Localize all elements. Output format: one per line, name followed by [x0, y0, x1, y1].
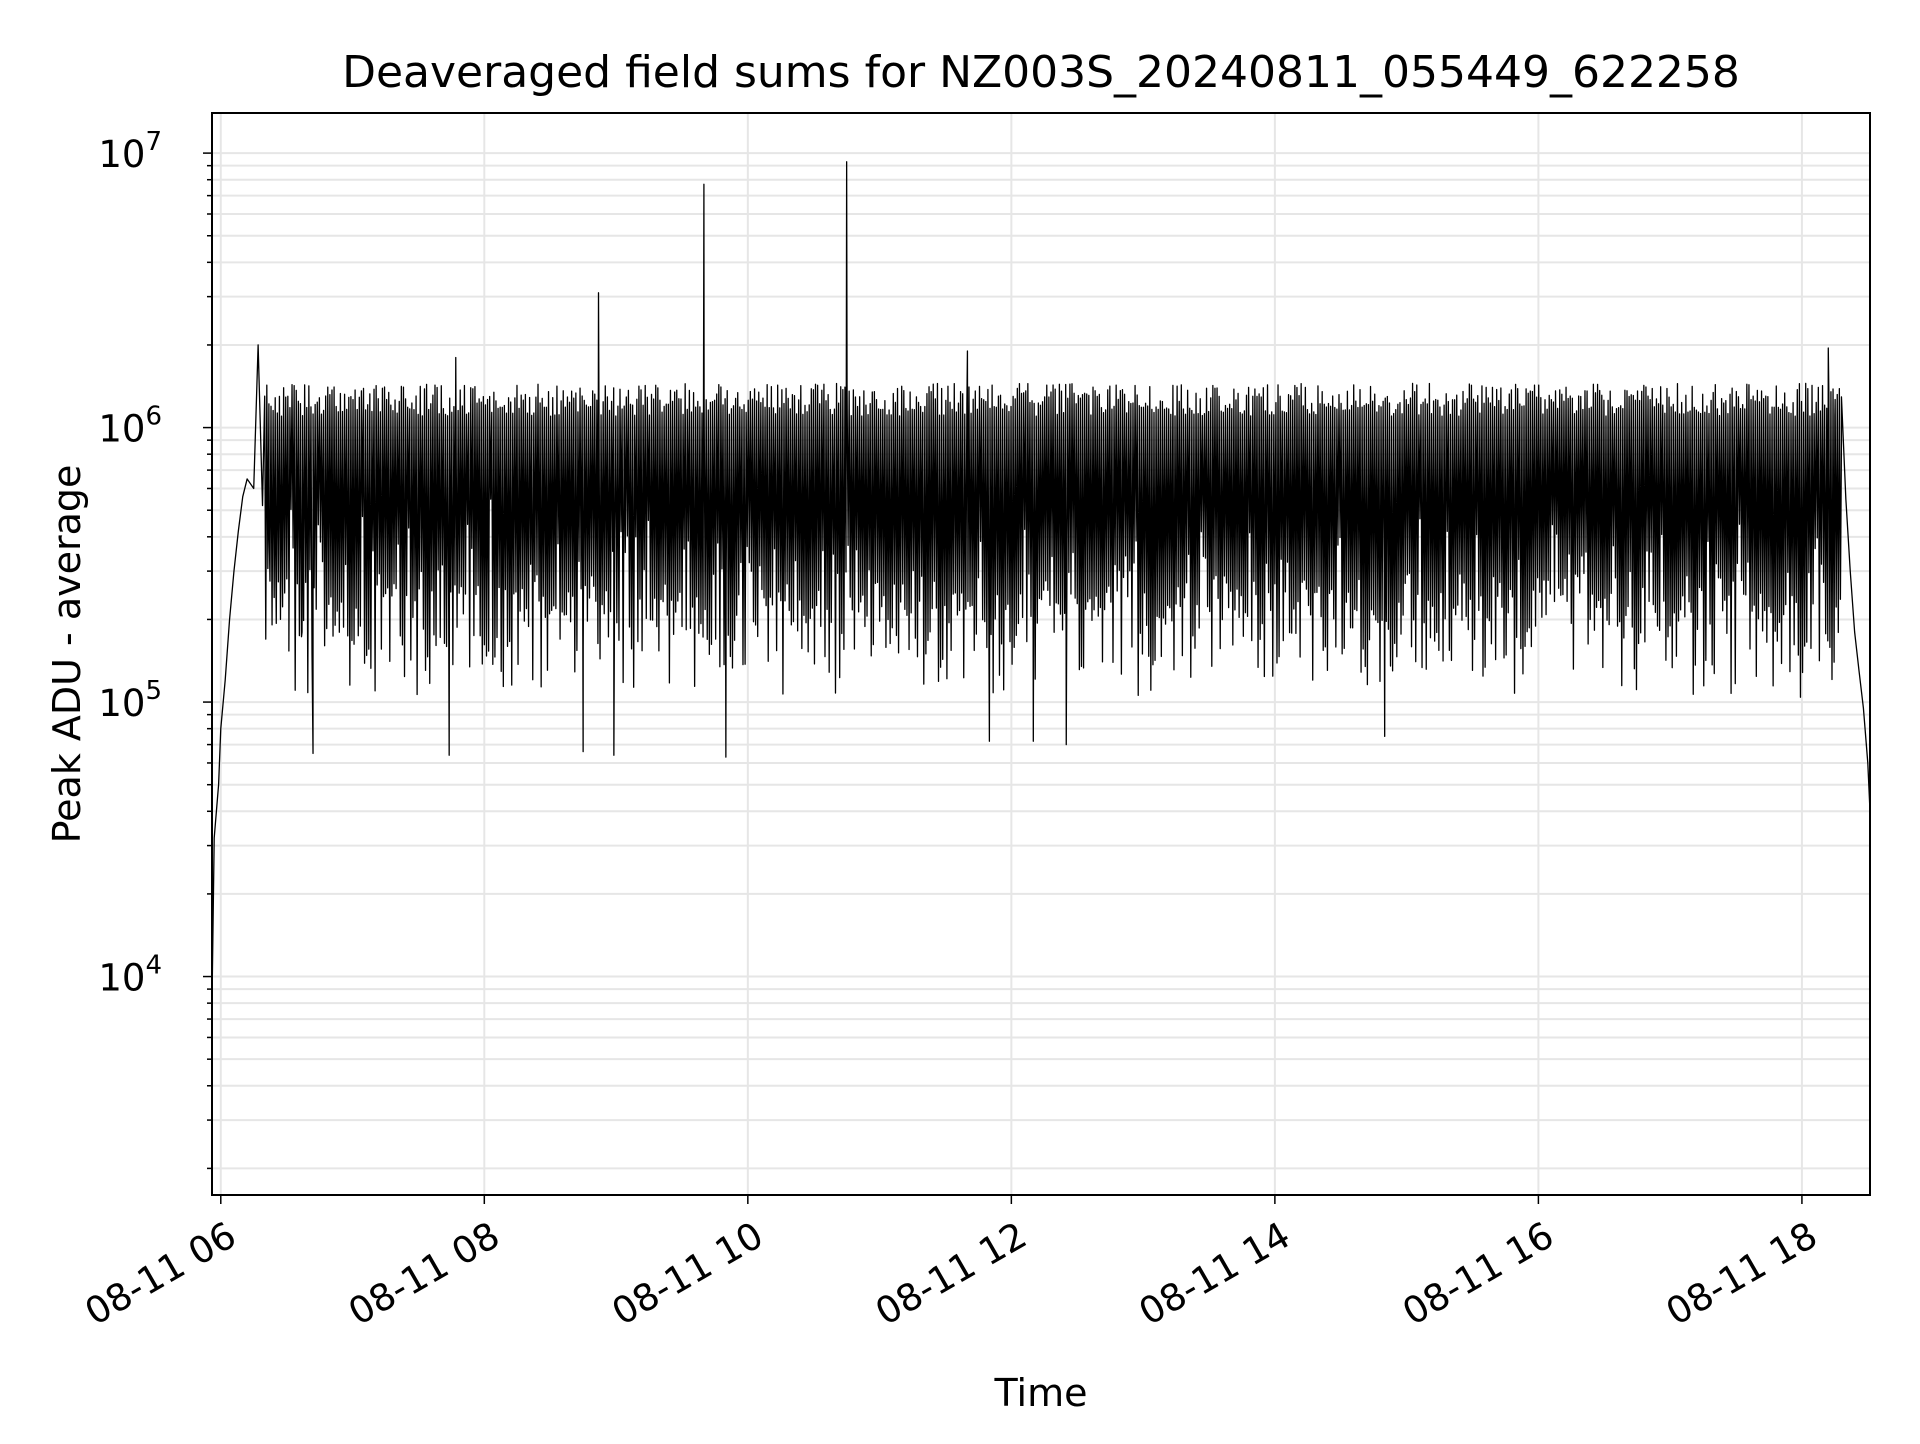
y-tick-exponent: 7 — [145, 127, 162, 157]
y-tick-base: 10 — [98, 957, 145, 1000]
y-tick-base: 10 — [98, 133, 145, 176]
y-tick-label: 104 — [98, 951, 162, 1000]
series-line — [211, 161, 1871, 1004]
y-tick-exponent: 6 — [145, 402, 162, 432]
y-tick-exponent: 5 — [145, 676, 162, 706]
y-tick-label: 106 — [98, 402, 162, 451]
y-tick-label: 105 — [98, 676, 162, 725]
y-tick-exponent: 4 — [145, 951, 162, 981]
plot-frame — [211, 112, 1871, 1196]
y-axis-label: Peak ADU - average — [45, 465, 89, 844]
y-tick-label: 107 — [98, 127, 162, 176]
chart-title: Deaveraged field sums for NZ003S_2024081… — [342, 47, 1740, 98]
x-axis-label: Time — [994, 1371, 1088, 1415]
y-tick-base: 10 — [98, 408, 145, 451]
y-tick-base: 10 — [98, 682, 145, 725]
data-layer — [211, 161, 1871, 1004]
